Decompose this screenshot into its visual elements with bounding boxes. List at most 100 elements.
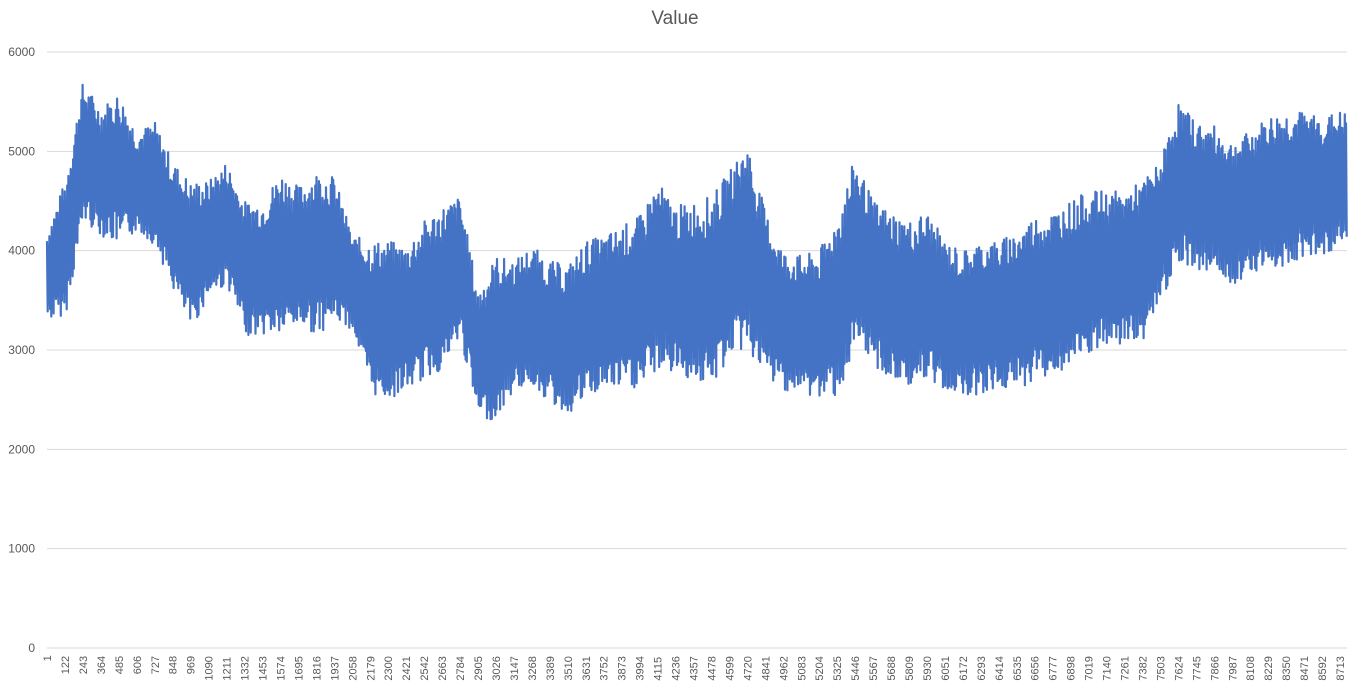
x-tick-label: 3147 — [509, 656, 521, 680]
x-tick-label: 5446 — [850, 656, 862, 680]
x-tick: 1937 — [329, 656, 341, 680]
x-tick: 2784 — [455, 656, 467, 680]
x-tick-label: 6414 — [994, 656, 1006, 680]
x-tick: 7987 — [1227, 656, 1239, 680]
x-tick-label: 4599 — [724, 656, 736, 680]
x-tick-label: 3389 — [545, 656, 557, 680]
x-tick: 3752 — [599, 656, 611, 680]
x-tick-label: 969 — [186, 656, 198, 674]
x-tick-label: 243 — [78, 656, 90, 674]
x-tick: 7503 — [1155, 656, 1167, 680]
x-tick: 5204 — [814, 656, 826, 680]
x-tick: 5083 — [796, 656, 808, 680]
chart-title: Value — [651, 8, 699, 29]
x-tick: 6293 — [976, 656, 988, 680]
x-tick-label: 4478 — [706, 656, 718, 680]
x-tick: 2905 — [473, 656, 485, 680]
x-tick: 1090 — [204, 656, 216, 680]
y-tick-label: 5000 — [8, 144, 35, 158]
x-tick-label: 6777 — [1048, 656, 1060, 680]
y-tick-label: 3000 — [8, 343, 35, 357]
x-tick: 7745 — [1191, 656, 1203, 680]
x-tick: 6051 — [940, 656, 952, 680]
x-tick-label: 727 — [150, 656, 162, 674]
x-tick-label: 7987 — [1227, 656, 1239, 680]
x-tick-label: 1574 — [275, 656, 287, 680]
x-tick-label: 5204 — [814, 656, 826, 680]
x-tick: 5688 — [886, 656, 898, 680]
x-tick: 7261 — [1120, 656, 1132, 680]
x-tick: 1574 — [275, 656, 287, 680]
x-tick-label: 4841 — [760, 656, 772, 680]
x-tick-label: 6656 — [1030, 656, 1042, 680]
y-tick-label: 6000 — [8, 45, 35, 59]
x-tick: 848 — [168, 656, 180, 674]
x-tick: 2300 — [383, 656, 395, 680]
x-tick-label: 5930 — [922, 656, 934, 680]
x-tick-label: 1453 — [258, 656, 270, 680]
x-tick-label: 8713 — [1335, 656, 1347, 680]
x-tick: 3026 — [491, 656, 503, 680]
x-tick-label: 3994 — [635, 656, 647, 680]
x-tick: 969 — [186, 656, 198, 674]
x-tick: 7866 — [1209, 656, 1221, 680]
x-tick: 2542 — [419, 656, 431, 680]
x-tick: 8471 — [1299, 656, 1311, 680]
series-layer — [45, 83, 1348, 421]
series-band-0 — [47, 113, 1347, 391]
x-tick: 3510 — [563, 656, 575, 680]
x-tick-label: 4720 — [742, 656, 754, 680]
x-tick: 3389 — [545, 656, 557, 680]
x-tick: 4478 — [706, 656, 718, 680]
x-tick-label: 3268 — [527, 656, 539, 680]
x-tick-label: 2300 — [383, 656, 395, 680]
x-tick-label: 7866 — [1209, 656, 1221, 680]
x-tick: 3147 — [509, 656, 521, 680]
x-tick: 8229 — [1263, 656, 1275, 680]
x-tick-label: 4236 — [671, 656, 683, 680]
x-tick-label: 1090 — [204, 656, 216, 680]
x-tick-label: 1937 — [329, 656, 341, 680]
x-tick: 727 — [150, 656, 162, 674]
y-axis: 0 1000 2000 3000 4000 5000 6000 — [8, 45, 35, 655]
x-tick-label: 6051 — [940, 656, 952, 680]
x-tick-label: 606 — [132, 656, 144, 674]
x-tick: 7140 — [1102, 656, 1114, 680]
x-tick: 8350 — [1281, 656, 1293, 680]
x-tick-label: 3026 — [491, 656, 503, 680]
x-tick: 2058 — [347, 656, 359, 680]
x-tick-label: 7624 — [1173, 656, 1185, 680]
x-tick: 2663 — [437, 656, 449, 680]
x-tick-label: 6535 — [1012, 656, 1024, 680]
x-tick-label: 7140 — [1102, 656, 1114, 680]
x-tick: 4236 — [671, 656, 683, 680]
x-tick: 7019 — [1084, 656, 1096, 680]
x-tick: 4841 — [760, 656, 772, 680]
x-tick: 364 — [96, 656, 108, 674]
x-tick: 4599 — [724, 656, 736, 680]
y-tick-label: 1000 — [8, 542, 35, 556]
x-tick: 3631 — [581, 656, 593, 680]
x-tick-label: 8229 — [1263, 656, 1275, 680]
x-tick-label: 4357 — [689, 656, 701, 680]
x-tick: 8108 — [1245, 656, 1257, 680]
x-tick: 122 — [60, 656, 72, 674]
x-tick: 1816 — [311, 656, 323, 680]
x-tick-label: 2784 — [455, 656, 467, 680]
x-tick-label: 1 — [42, 655, 54, 661]
x-tick: 8592 — [1317, 656, 1329, 680]
x-tick-label: 7019 — [1084, 656, 1096, 680]
x-tick: 6898 — [1066, 656, 1078, 680]
x-tick: 4115 — [653, 657, 665, 681]
x-tick: 5567 — [868, 656, 880, 680]
x-tick-label: 8108 — [1245, 656, 1257, 680]
x-tick-label: 5688 — [886, 656, 898, 680]
x-tick-label: 4962 — [778, 656, 790, 680]
x-tick: 6656 — [1030, 656, 1042, 680]
x-tick: 2421 — [401, 656, 413, 680]
x-tick: 6777 — [1048, 656, 1060, 680]
y-tick-label: 2000 — [8, 442, 35, 456]
x-tick: 4720 — [742, 656, 754, 680]
x-tick-label: 848 — [168, 656, 180, 674]
